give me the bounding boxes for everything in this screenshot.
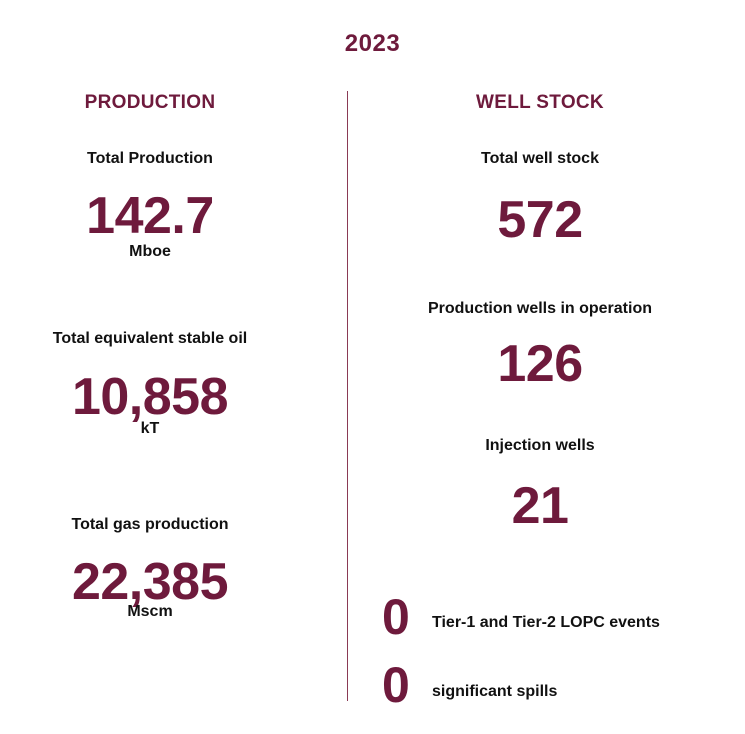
total-production-label: Total Production [87,150,213,167]
well-stock-heading: WELL STOCK [476,92,604,113]
total-well-stock-label: Total well stock [481,150,599,167]
column-divider [347,91,348,701]
total-production-value: 142.7 [86,187,214,245]
lopc-events-value: 0 [382,589,410,645]
stable-oil-label: Total equivalent stable oil [52,330,248,347]
gas-production-unit: Mscm [127,603,173,620]
total-well-stock-value: 572 [497,191,583,249]
stable-oil-value: 10,858 [71,368,229,426]
production-wells-value: 126 [497,335,583,393]
lopc-events-label: Tier-1 and Tier-2 LOPC events [432,614,660,631]
gas-production-label: Total gas production [71,516,229,533]
significant-spills-label: significant spills [432,683,558,700]
production-wells-label: Production wells in operation [427,300,652,317]
production-heading: PRODUCTION [84,92,216,113]
injection-wells-value: 21 [511,477,569,535]
injection-wells-label: Injection wells [485,437,595,454]
gas-production-value: 22,385 [71,553,229,611]
year-title: 2023 [344,30,401,57]
significant-spills-value: 0 [382,657,410,713]
total-production-unit: Mboe [129,243,171,260]
stable-oil-unit: kT [140,420,160,437]
